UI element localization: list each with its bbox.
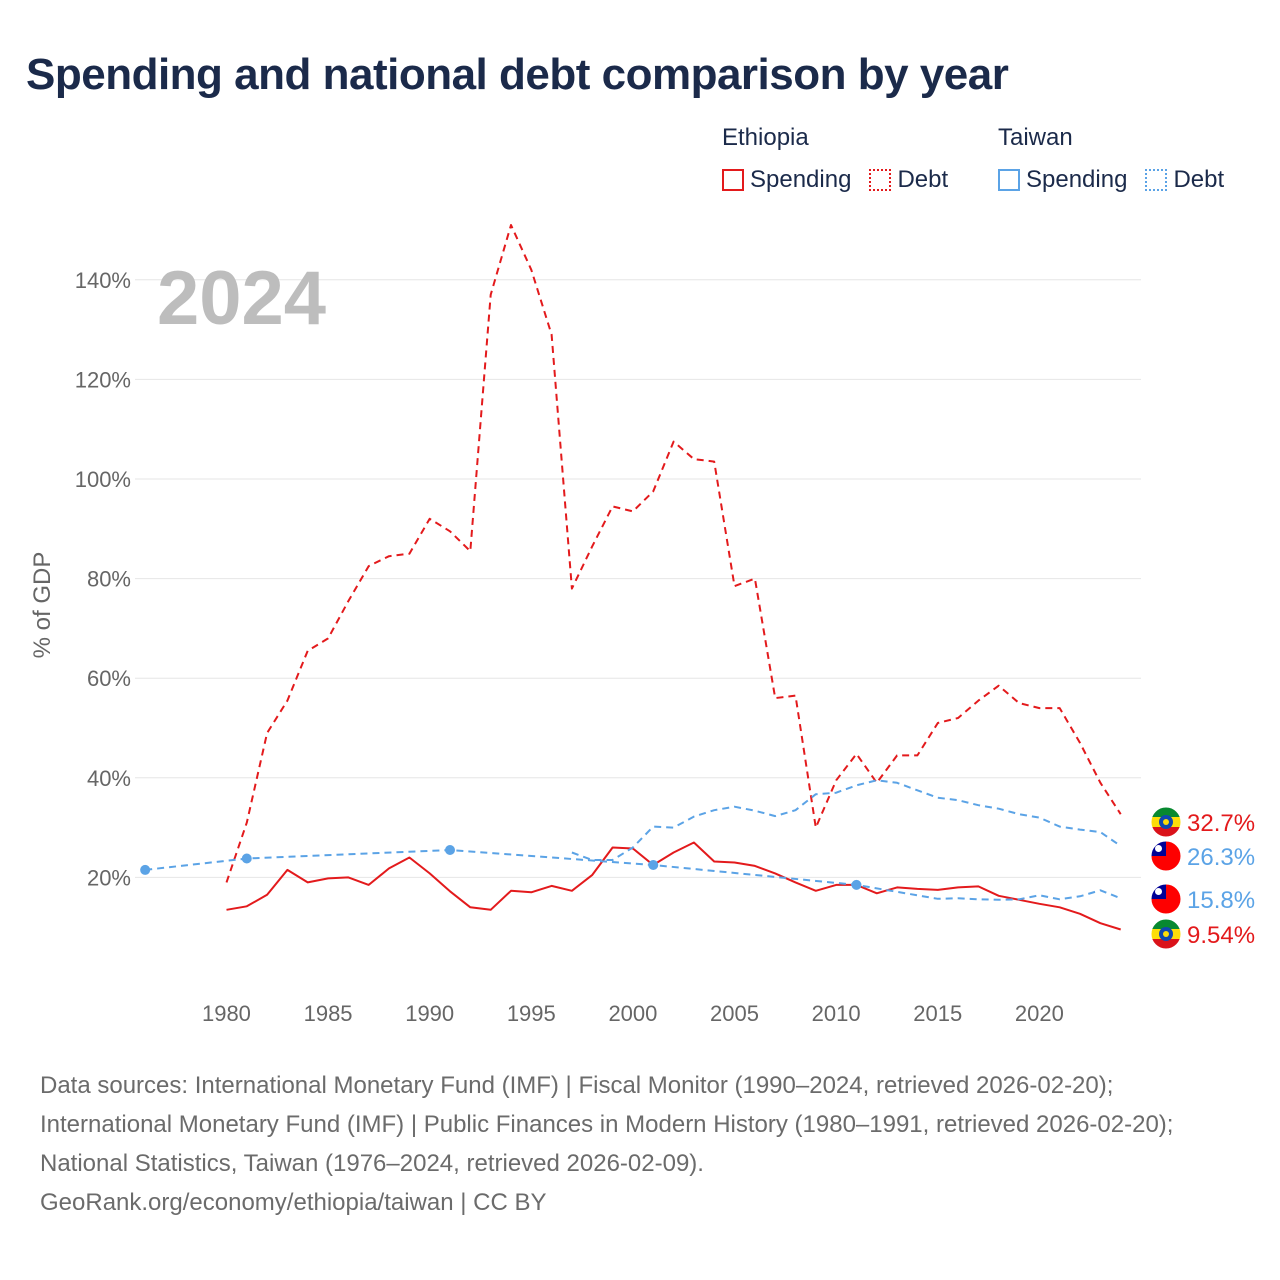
y-axis-ticks: 20% 40% 60% 80% 100% 120% 140% — [75, 268, 131, 891]
legend-swatch-solid-icon — [722, 169, 744, 191]
end-value-label: 32.7% — [1187, 810, 1255, 837]
grid — [135, 279, 1141, 878]
ethiopia-flag-icon — [1150, 806, 1182, 838]
legend-group-name: Ethiopia — [722, 124, 809, 151]
x-tick-label: 1985 — [304, 1001, 353, 1026]
legend-taiwan-spending[interactable]: Spending — [998, 166, 1127, 194]
flag-stripe — [1151, 827, 1181, 837]
flag-outline — [1150, 883, 1182, 915]
x-tick-label: 2010 — [812, 1001, 861, 1026]
x-tick-label: 1990 — [405, 1001, 454, 1026]
flag-star — [1163, 931, 1169, 937]
legend-label: Debt — [1173, 166, 1225, 193]
x-tick-label: 2020 — [1015, 1001, 1064, 1026]
series-line-ethiopia-spending — [226, 841, 1121, 931]
data-point-marker — [445, 845, 456, 856]
y-tick-label: 80% — [87, 567, 131, 592]
series-line-taiwan-debt — [145, 849, 1122, 901]
series-markers — [140, 845, 862, 890]
legend-swatch-dotted-icon — [1145, 169, 1168, 191]
legend-ethiopia: Ethiopia Spending Debt — [722, 124, 948, 194]
flag-stripe — [1151, 939, 1181, 949]
y-tick-label: 100% — [75, 467, 131, 492]
end-value-label: 9.54% — [1187, 922, 1255, 949]
end-value-label: 15.8% — [1187, 887, 1255, 914]
x-tick-label: 1980 — [202, 1001, 251, 1026]
y-tick-label: 20% — [87, 865, 131, 890]
data-point-marker — [648, 859, 659, 870]
legend-swatch-dotted-icon — [869, 169, 892, 191]
year-watermark: 2024 — [157, 256, 326, 341]
y-tick-label: 120% — [75, 367, 131, 392]
flag-outline — [1150, 918, 1182, 950]
data-point-marker — [851, 879, 862, 890]
flag-stripe — [1151, 919, 1181, 929]
legend-taiwan: Taiwan Spending Debt — [998, 124, 1224, 194]
x-tick-label: 2000 — [608, 1001, 657, 1026]
legend-label: Spending — [750, 166, 852, 193]
series-lines — [145, 224, 1122, 931]
legend-label: Debt — [897, 166, 949, 193]
data-point-marker — [241, 853, 252, 864]
flag-star — [1163, 819, 1169, 825]
x-tick-label: 2015 — [913, 1001, 962, 1026]
x-tick-label: 2005 — [710, 1001, 759, 1026]
end-value-label: 26.3% — [1187, 844, 1255, 871]
x-tick-label: 1995 — [507, 1001, 556, 1026]
flag-sun — [1155, 845, 1162, 852]
taiwan-flag-icon — [1150, 840, 1182, 872]
y-tick-label: 40% — [87, 766, 131, 791]
end-labels: 32.7% 26.3% 15.8% 9.54% — [1150, 806, 1255, 950]
y-axis-label: % of GDP — [29, 552, 56, 659]
flag-outline — [1150, 840, 1182, 872]
chart-title: Spending and national debt comparison by… — [26, 50, 1009, 99]
taiwan-flag-icon — [1150, 883, 1182, 915]
x-axis-ticks: 1980 1985 1990 1995 2000 2005 2010 2015 2020 — [202, 1001, 1064, 1026]
flag-outline — [1150, 806, 1182, 838]
legend-group-name: Taiwan — [998, 124, 1073, 151]
data-point-marker — [140, 864, 151, 875]
line-chart: 2024 % of GDP 20% 40% 60% 80% 100% 120% 140% 1… — [29, 224, 1255, 1026]
legend-taiwan-debt[interactable]: Debt — [1145, 166, 1224, 194]
credit-link[interactable]: GeoRank.org/economy/ethiopia/taiwan | CC… — [40, 1189, 547, 1216]
series-line-ethiopia-debt — [225, 224, 1122, 883]
legend-ethiopia-spending[interactable]: Spending — [722, 166, 851, 194]
footer: Data sources: International Monetary Fun… — [40, 1066, 1240, 1222]
data-sources: Data sources: International Monetary Fun… — [40, 1072, 1174, 1177]
ethiopia-flag-icon — [1150, 918, 1182, 950]
legend-ethiopia-debt[interactable]: Debt — [869, 166, 948, 194]
legend-label: Spending — [1026, 166, 1128, 193]
y-tick-label: 140% — [75, 268, 131, 293]
flag-sun — [1155, 888, 1162, 895]
series-line-taiwan-spending — [571, 779, 1122, 861]
flag-stripe — [1151, 807, 1181, 817]
legend-swatch-solid-icon — [998, 169, 1020, 191]
y-tick-label: 60% — [87, 666, 131, 691]
